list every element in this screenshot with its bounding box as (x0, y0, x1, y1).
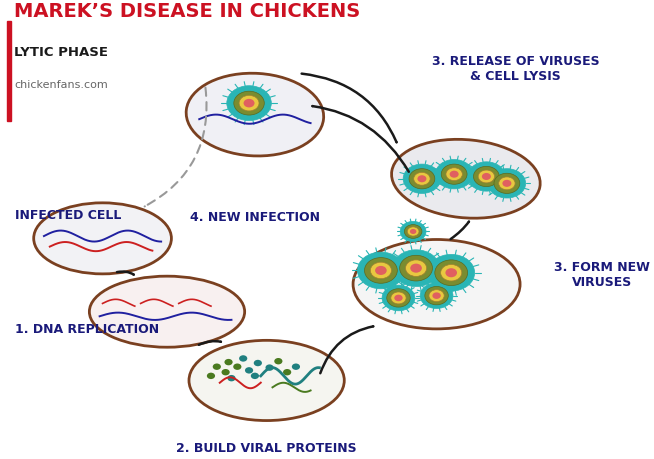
Circle shape (428, 254, 475, 291)
Circle shape (405, 260, 426, 276)
Circle shape (227, 86, 271, 121)
Circle shape (254, 360, 262, 366)
Text: 4. NEW INFECTION: 4. NEW INFECTION (190, 211, 320, 224)
Circle shape (382, 285, 415, 311)
Circle shape (400, 221, 426, 241)
Circle shape (222, 369, 230, 375)
Ellipse shape (34, 203, 171, 274)
Circle shape (283, 369, 291, 375)
Text: chickenfans.com: chickenfans.com (14, 80, 108, 90)
Circle shape (400, 255, 432, 281)
Circle shape (224, 359, 233, 365)
FancyArrowPatch shape (145, 88, 207, 207)
Circle shape (358, 252, 404, 289)
Circle shape (409, 168, 435, 189)
Circle shape (446, 168, 462, 180)
Circle shape (394, 295, 403, 301)
Ellipse shape (189, 340, 344, 420)
Text: 3. FORM NEW
VIRUSES: 3. FORM NEW VIRUSES (554, 261, 649, 289)
FancyArrowPatch shape (301, 73, 396, 142)
Circle shape (266, 364, 273, 371)
Bar (7, 21, 10, 122)
Circle shape (482, 173, 491, 180)
Circle shape (370, 262, 392, 279)
Circle shape (429, 290, 444, 302)
Circle shape (478, 170, 494, 183)
Text: 2. BUILD VIRAL PROTEINS: 2. BUILD VIRAL PROTEINS (177, 442, 357, 455)
Circle shape (213, 364, 221, 370)
Circle shape (410, 263, 422, 273)
Circle shape (245, 367, 253, 374)
Circle shape (234, 91, 264, 115)
FancyArrowPatch shape (313, 106, 409, 172)
Circle shape (391, 292, 406, 304)
Circle shape (473, 167, 499, 186)
Circle shape (410, 229, 417, 234)
Circle shape (239, 355, 247, 362)
Text: INFECTED CELL: INFECTED CELL (14, 208, 121, 222)
Circle shape (207, 373, 215, 379)
Circle shape (494, 173, 520, 193)
Circle shape (292, 364, 300, 370)
Circle shape (441, 164, 467, 184)
FancyArrowPatch shape (117, 272, 133, 274)
Circle shape (420, 283, 453, 308)
Circle shape (435, 260, 468, 285)
Circle shape (274, 358, 283, 364)
Circle shape (407, 227, 419, 236)
Circle shape (488, 168, 526, 198)
Text: LYTIC PHASE: LYTIC PHASE (14, 46, 108, 59)
Text: 1. DNA REPLICATION: 1. DNA REPLICATION (14, 323, 159, 336)
FancyArrowPatch shape (199, 341, 221, 345)
Circle shape (499, 177, 515, 190)
FancyArrowPatch shape (320, 326, 373, 373)
Circle shape (425, 286, 448, 305)
Circle shape (436, 160, 473, 189)
Ellipse shape (90, 276, 245, 347)
Ellipse shape (353, 240, 520, 329)
FancyArrowPatch shape (451, 222, 469, 239)
Circle shape (502, 180, 511, 187)
Circle shape (375, 266, 387, 275)
Text: 3. RELEASE OF VIRUSES
& CELL LYSIS: 3. RELEASE OF VIRUSES & CELL LYSIS (432, 55, 600, 83)
Circle shape (441, 264, 462, 281)
Circle shape (445, 268, 457, 277)
Circle shape (250, 373, 259, 379)
Circle shape (243, 99, 254, 107)
Circle shape (228, 375, 235, 381)
Circle shape (364, 257, 398, 283)
Circle shape (233, 364, 241, 370)
Circle shape (432, 292, 441, 299)
Ellipse shape (392, 140, 540, 218)
Ellipse shape (186, 73, 324, 156)
Circle shape (414, 172, 430, 185)
Circle shape (387, 289, 410, 307)
Circle shape (450, 171, 458, 178)
Circle shape (404, 224, 422, 238)
Circle shape (403, 164, 441, 193)
Text: MAREK’S DISEASE IN CHICKENS: MAREK’S DISEASE IN CHICKENS (14, 2, 360, 21)
Circle shape (239, 95, 259, 111)
Circle shape (468, 162, 505, 191)
Circle shape (392, 250, 439, 286)
Circle shape (417, 175, 426, 182)
